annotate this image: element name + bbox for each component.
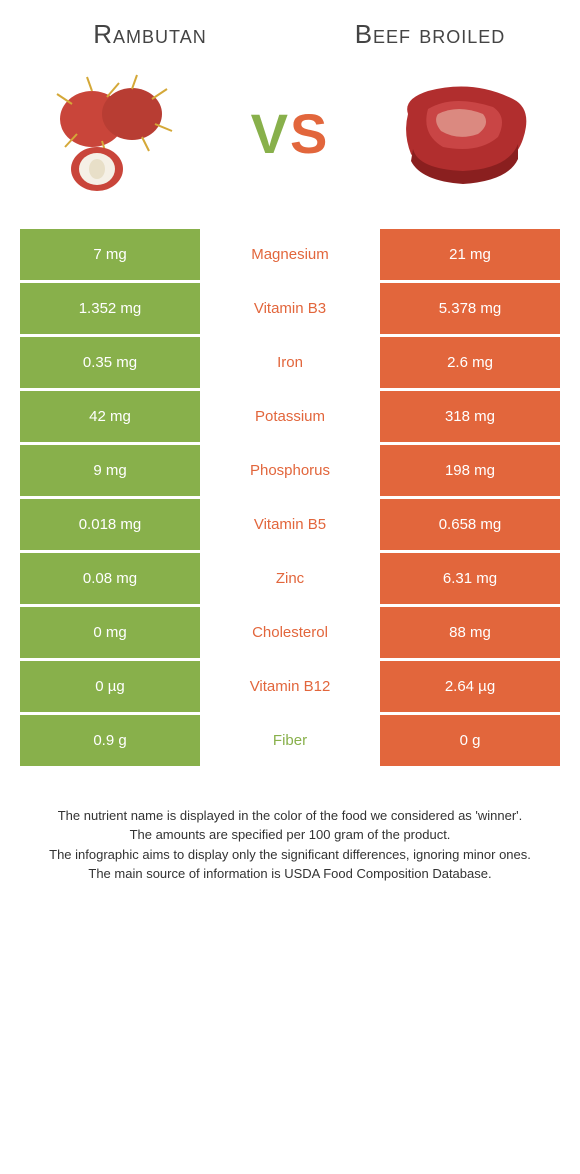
nutrient-table: 7 mgMagnesium21 mg1.352 mgVitamin B35.37… <box>20 229 560 766</box>
left-value: 0 mg <box>20 607 200 658</box>
nutrient-label: Iron <box>200 337 380 388</box>
nutrient-label: Magnesium <box>200 229 380 280</box>
right-value: 0.658 mg <box>380 499 560 550</box>
table-row: 7 mgMagnesium21 mg <box>20 229 560 280</box>
left-value: 1.352 mg <box>20 283 200 334</box>
vs-label: VS <box>251 101 330 166</box>
right-value: 2.6 mg <box>380 337 560 388</box>
left-value: 0.018 mg <box>20 499 200 550</box>
left-value: 0.08 mg <box>20 553 200 604</box>
left-value: 42 mg <box>20 391 200 442</box>
right-food-title: Beef broiled <box>290 20 570 49</box>
nutrient-label: Zinc <box>200 553 380 604</box>
rambutan-image <box>37 69 197 199</box>
right-value: 21 mg <box>380 229 560 280</box>
footer-line: The amounts are specified per 100 gram o… <box>30 825 550 845</box>
table-row: 0.018 mgVitamin B50.658 mg <box>20 499 560 550</box>
left-value: 0.9 g <box>20 715 200 766</box>
right-value: 88 mg <box>380 607 560 658</box>
table-row: 0.08 mgZinc6.31 mg <box>20 553 560 604</box>
footer-line: The nutrient name is displayed in the co… <box>30 806 550 826</box>
left-food-title: Rambutan <box>10 20 290 49</box>
header: Rambutan Beef broiled <box>10 20 570 49</box>
images-row: VS <box>10 69 570 199</box>
nutrient-label: Cholesterol <box>200 607 380 658</box>
footer-notes: The nutrient name is displayed in the co… <box>30 806 550 884</box>
table-row: 0.9 gFiber0 g <box>20 715 560 766</box>
right-value: 198 mg <box>380 445 560 496</box>
nutrient-label: Vitamin B3 <box>200 283 380 334</box>
right-value: 2.64 µg <box>380 661 560 712</box>
footer-line: The main source of information is USDA F… <box>30 864 550 884</box>
nutrient-label: Vitamin B5 <box>200 499 380 550</box>
right-value: 5.378 mg <box>380 283 560 334</box>
table-row: 0 mgCholesterol88 mg <box>20 607 560 658</box>
left-value: 7 mg <box>20 229 200 280</box>
vs-s: S <box>290 101 329 166</box>
left-value: 0.35 mg <box>20 337 200 388</box>
footer-line: The infographic aims to display only the… <box>30 845 550 865</box>
vs-v: V <box>251 101 290 166</box>
right-value: 318 mg <box>380 391 560 442</box>
right-value: 0 g <box>380 715 560 766</box>
nutrient-label: Phosphorus <box>200 445 380 496</box>
nutrient-label: Fiber <box>200 715 380 766</box>
right-value: 6.31 mg <box>380 553 560 604</box>
beef-image <box>383 69 543 199</box>
left-value: 9 mg <box>20 445 200 496</box>
nutrient-label: Vitamin B12 <box>200 661 380 712</box>
table-row: 0 µgVitamin B122.64 µg <box>20 661 560 712</box>
table-row: 0.35 mgIron2.6 mg <box>20 337 560 388</box>
table-row: 1.352 mgVitamin B35.378 mg <box>20 283 560 334</box>
left-value: 0 µg <box>20 661 200 712</box>
table-row: 9 mgPhosphorus198 mg <box>20 445 560 496</box>
table-row: 42 mgPotassium318 mg <box>20 391 560 442</box>
nutrient-label: Potassium <box>200 391 380 442</box>
